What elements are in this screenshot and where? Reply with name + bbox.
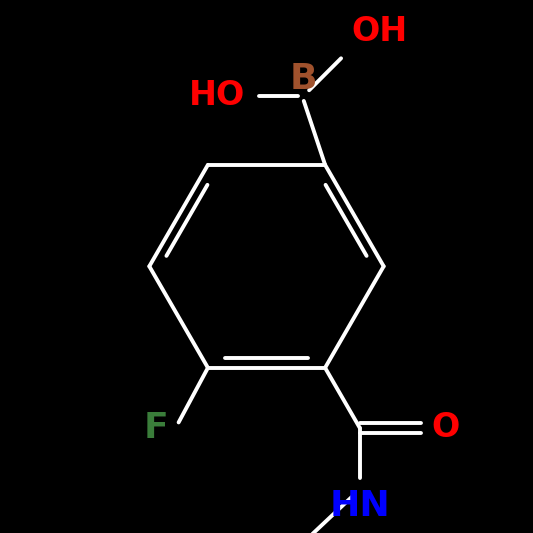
Text: OH: OH — [352, 14, 408, 47]
Text: F: F — [143, 411, 168, 445]
Text: O: O — [432, 411, 460, 444]
Text: HO: HO — [189, 79, 245, 112]
Text: B: B — [290, 62, 318, 95]
Text: HN: HN — [329, 489, 390, 523]
